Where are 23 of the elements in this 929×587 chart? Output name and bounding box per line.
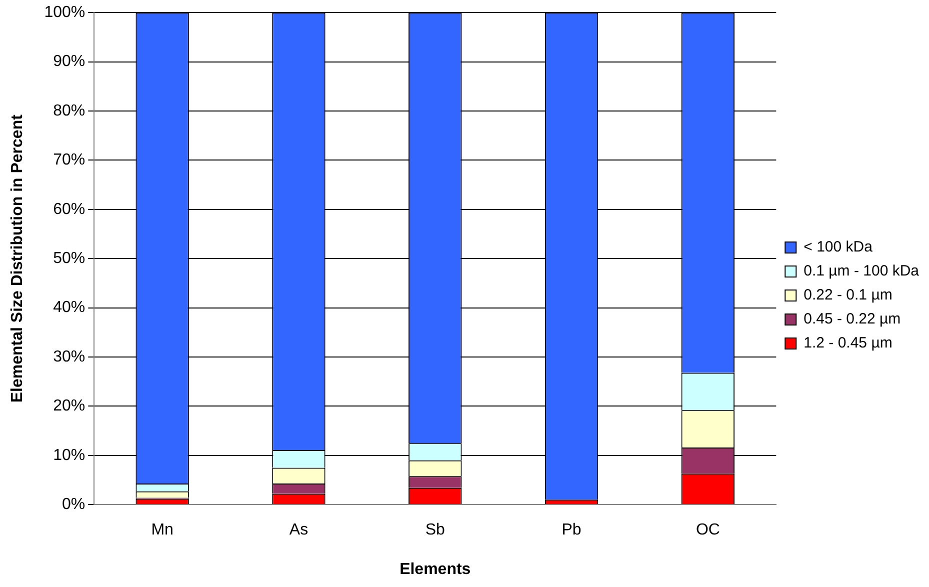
legend-label: 1.2 - 0.45 µm — [804, 334, 892, 352]
legend-label: 0.1 µm - 100 kDa — [804, 262, 920, 280]
x-tick-label: Mn — [151, 522, 174, 539]
legend-label: 0.22 - 0.1 µm — [804, 286, 892, 304]
y-tick-label: 40% — [53, 299, 86, 316]
legend-label: 0.45 - 0.22 µm — [804, 310, 901, 328]
y-axis-title: Elemental Size Distribution in Percent — [9, 114, 26, 403]
x-axis-title: Elements — [400, 560, 471, 578]
x-tick-label: OC — [696, 522, 720, 539]
y-tick-label: 70% — [53, 152, 86, 169]
y-tick-label: 30% — [53, 348, 86, 366]
y-tick-label: 100% — [44, 4, 86, 22]
y-tick-label: 60% — [53, 200, 86, 218]
y-tick-label: 50% — [53, 250, 86, 268]
x-tick-label: As — [289, 522, 308, 539]
y-tick-label: 10% — [53, 446, 86, 464]
y-tick-label: 90% — [53, 53, 86, 70]
legend-label: < 100 kDa — [804, 238, 874, 256]
y-tick-label: 80% — [53, 102, 86, 120]
x-tick-label: Sb — [425, 522, 446, 539]
y-tick-label: 20% — [53, 398, 86, 415]
y-tick-label: 0% — [62, 496, 86, 514]
x-tick-label: Pb — [562, 522, 582, 539]
